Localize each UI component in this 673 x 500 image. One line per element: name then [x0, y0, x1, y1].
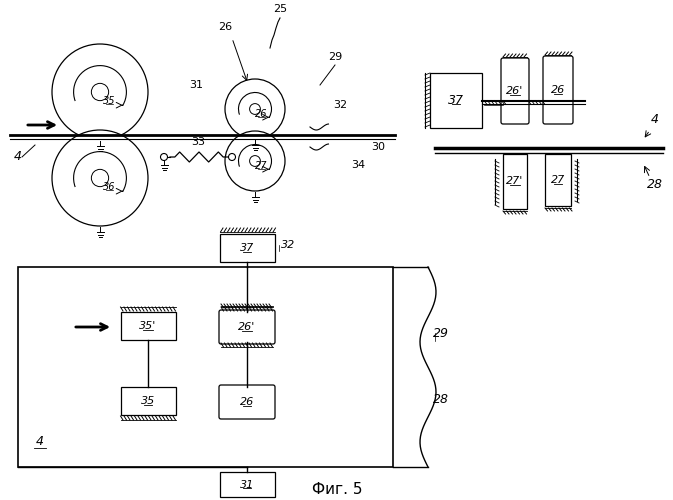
Circle shape [225, 79, 285, 139]
Text: 34: 34 [351, 160, 365, 170]
Text: 27': 27' [506, 176, 524, 186]
Text: 26: 26 [551, 85, 565, 95]
Text: Фиг. 5: Фиг. 5 [312, 482, 362, 498]
Text: 37: 37 [448, 94, 464, 107]
Text: 4: 4 [651, 113, 659, 126]
Text: 36: 36 [104, 182, 116, 192]
Bar [219, 234, 275, 262]
FancyBboxPatch shape [501, 58, 529, 124]
Circle shape [250, 104, 260, 115]
Circle shape [250, 156, 260, 166]
Text: 29: 29 [433, 327, 449, 340]
Text: 32: 32 [281, 240, 295, 250]
Text: 26': 26' [238, 322, 256, 332]
Text: 26: 26 [218, 22, 232, 32]
Text: 4: 4 [36, 435, 44, 448]
Circle shape [160, 154, 168, 160]
Circle shape [52, 44, 148, 140]
Text: 27: 27 [255, 162, 268, 172]
Circle shape [92, 170, 108, 186]
Text: 35: 35 [141, 396, 155, 406]
Text: 37: 37 [240, 243, 254, 253]
Text: 33: 33 [191, 137, 205, 147]
Text: 29: 29 [328, 52, 342, 62]
Circle shape [92, 84, 108, 100]
Text: 28: 28 [433, 393, 449, 406]
Text: 35': 35' [139, 321, 157, 331]
Circle shape [229, 154, 236, 160]
FancyBboxPatch shape [219, 310, 275, 344]
FancyBboxPatch shape [543, 56, 573, 124]
Text: 32: 32 [333, 100, 347, 110]
Text: 35: 35 [104, 96, 116, 106]
Bar [430, 73, 482, 128]
Text: 26: 26 [255, 110, 268, 120]
Bar [219, 472, 275, 497]
Bar [545, 154, 571, 206]
FancyBboxPatch shape [219, 385, 275, 419]
Text: 25: 25 [273, 4, 287, 14]
Text: 30: 30 [371, 142, 385, 152]
Text: 26: 26 [240, 397, 254, 407]
Text: 31: 31 [189, 80, 203, 90]
Bar [18, 267, 393, 467]
Text: 31: 31 [240, 480, 254, 490]
Bar [120, 387, 176, 415]
Circle shape [225, 131, 285, 191]
Text: 26': 26' [506, 86, 524, 96]
Text: 27: 27 [551, 175, 565, 185]
Bar [503, 154, 527, 209]
Circle shape [52, 130, 148, 226]
Text: 4: 4 [14, 150, 22, 163]
Bar [120, 312, 176, 340]
Text: 28: 28 [647, 178, 663, 191]
